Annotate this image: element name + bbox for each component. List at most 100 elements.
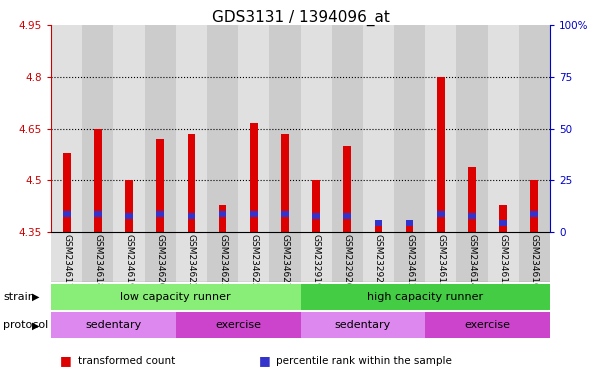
Bar [114,232,145,282]
Bar [313,180,320,232]
Text: sedentary: sedentary [335,320,391,331]
Text: protocol: protocol [3,320,48,331]
Text: GSM234616: GSM234616 [530,234,539,288]
Bar [82,25,114,232]
Bar [394,25,426,232]
Bar [63,211,70,217]
Bar [238,232,269,282]
Bar [219,205,227,232]
Text: exercise: exercise [465,320,511,331]
Text: GSM234613: GSM234613 [436,234,445,288]
Text: GSM234623: GSM234623 [218,234,227,288]
Bar [406,225,413,232]
Text: sedentary: sedentary [85,320,142,331]
Bar [300,232,332,282]
Bar [51,25,82,232]
Text: transformed count: transformed count [78,356,175,366]
Bar [176,232,207,282]
Bar [238,25,269,232]
Text: GSM234612: GSM234612 [405,234,414,288]
Bar [281,134,288,232]
Bar [82,232,114,282]
Text: GSM234627: GSM234627 [281,234,290,288]
Bar [531,180,538,232]
Text: GSM232920: GSM232920 [343,234,352,288]
Bar [332,25,363,232]
Bar [300,313,426,338]
Bar [94,211,102,217]
Bar [156,211,164,217]
Bar [188,213,195,219]
Bar [519,232,550,282]
Bar [51,284,300,310]
Text: GSM234614: GSM234614 [468,234,477,288]
Bar [456,25,487,232]
Bar [468,213,476,219]
Text: GSM234617: GSM234617 [62,234,71,288]
Bar [426,25,456,232]
Text: GSM234620: GSM234620 [156,234,165,288]
Bar [456,232,487,282]
Text: GSM234625: GSM234625 [249,234,258,288]
Text: GSM234619: GSM234619 [124,234,133,288]
Bar [426,313,550,338]
Bar [250,211,258,217]
Bar [468,167,476,232]
Text: ■: ■ [258,354,270,367]
Bar [394,232,426,282]
Bar [269,25,300,232]
Bar [487,25,519,232]
Bar [363,25,394,232]
Text: low capacity runner: low capacity runner [120,291,231,302]
Bar [176,313,300,338]
Bar [300,284,550,310]
Bar [313,213,320,219]
Bar [343,213,351,219]
Text: percentile rank within the sample: percentile rank within the sample [276,356,453,366]
Text: GSM234615: GSM234615 [499,234,508,288]
Bar [499,220,507,226]
Text: GSM232919: GSM232919 [311,234,320,288]
Bar [51,313,176,338]
Bar [437,77,445,232]
Text: GSM234618: GSM234618 [93,234,102,288]
Text: GSM234622: GSM234622 [187,234,196,288]
Bar [374,220,382,226]
Bar [145,232,176,282]
Bar [531,211,538,217]
Bar [125,213,133,219]
Text: ■: ■ [60,354,72,367]
Bar [207,25,238,232]
Text: GSM232921: GSM232921 [374,234,383,288]
Text: exercise: exercise [215,320,261,331]
Bar [51,232,82,282]
Text: high capacity runner: high capacity runner [367,291,483,302]
Bar [519,25,550,232]
Bar [63,153,70,232]
Bar [145,25,176,232]
Bar [281,211,288,217]
Bar [437,211,445,217]
Bar [156,139,164,232]
Bar [94,129,102,232]
Bar [332,232,363,282]
Bar [374,225,382,232]
Text: ▶: ▶ [32,320,39,331]
Bar [114,25,145,232]
Bar [269,232,300,282]
Bar [250,123,258,232]
Text: ▶: ▶ [32,291,39,302]
Bar [363,232,394,282]
Bar [219,211,227,217]
Bar [487,232,519,282]
Bar [343,146,351,232]
Bar [406,220,413,226]
Bar [300,25,332,232]
Bar [125,180,133,232]
Text: GDS3131 / 1394096_at: GDS3131 / 1394096_at [212,10,389,26]
Bar [426,232,456,282]
Text: strain: strain [3,291,35,302]
Bar [207,232,238,282]
Bar [176,25,207,232]
Bar [499,205,507,232]
